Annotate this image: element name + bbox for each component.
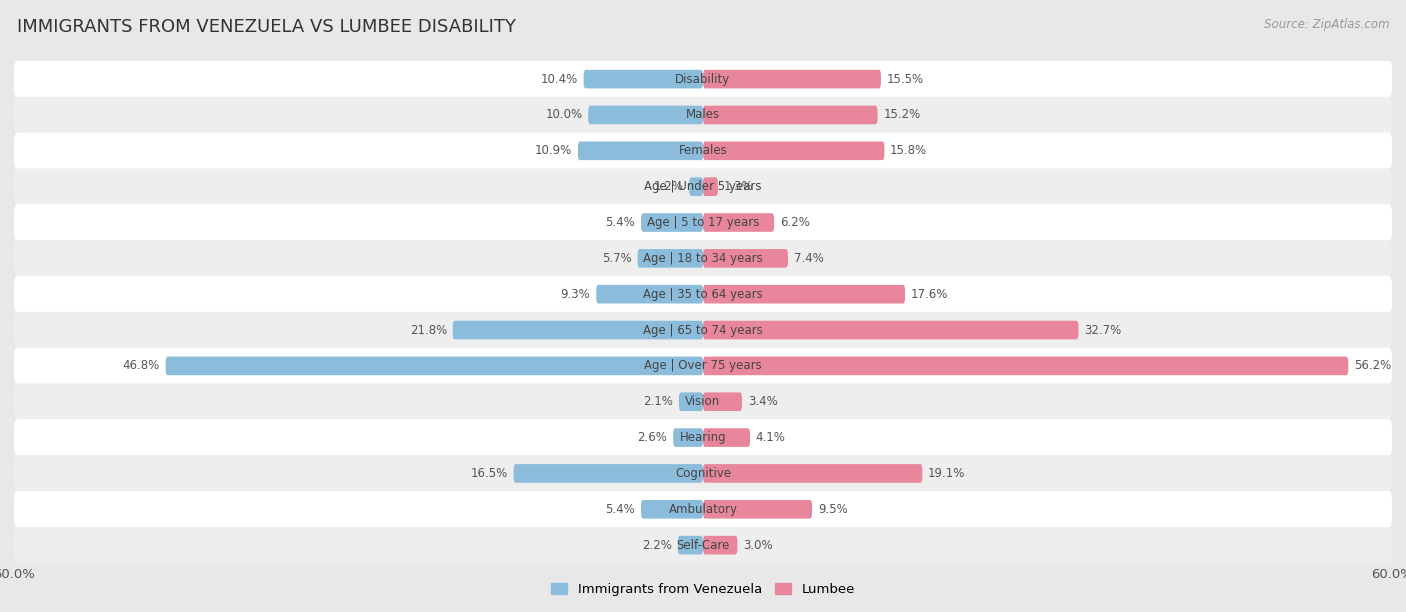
FancyBboxPatch shape <box>703 357 1348 375</box>
FancyBboxPatch shape <box>637 249 703 267</box>
Legend: Immigrants from Venezuela, Lumbee: Immigrants from Venezuela, Lumbee <box>546 578 860 602</box>
Text: Age | 18 to 34 years: Age | 18 to 34 years <box>643 252 763 265</box>
FancyBboxPatch shape <box>679 392 703 411</box>
Text: 19.1%: 19.1% <box>928 467 966 480</box>
Text: Age | 35 to 64 years: Age | 35 to 64 years <box>643 288 763 300</box>
Text: 2.1%: 2.1% <box>644 395 673 408</box>
FancyBboxPatch shape <box>14 240 1392 277</box>
FancyBboxPatch shape <box>14 419 1392 456</box>
Text: 56.2%: 56.2% <box>1354 359 1392 372</box>
Text: Vision: Vision <box>685 395 721 408</box>
FancyBboxPatch shape <box>14 204 1392 241</box>
FancyBboxPatch shape <box>14 491 1392 528</box>
FancyBboxPatch shape <box>588 106 703 124</box>
FancyBboxPatch shape <box>703 177 718 196</box>
Text: Age | 65 to 74 years: Age | 65 to 74 years <box>643 324 763 337</box>
Text: 2.2%: 2.2% <box>643 539 672 551</box>
Text: 17.6%: 17.6% <box>911 288 948 300</box>
Text: 4.1%: 4.1% <box>756 431 786 444</box>
FancyBboxPatch shape <box>689 177 703 196</box>
Text: 10.9%: 10.9% <box>534 144 572 157</box>
FancyBboxPatch shape <box>14 168 1392 205</box>
FancyBboxPatch shape <box>453 321 703 340</box>
Text: 15.5%: 15.5% <box>887 73 924 86</box>
FancyBboxPatch shape <box>703 536 738 554</box>
FancyBboxPatch shape <box>703 141 884 160</box>
FancyBboxPatch shape <box>641 500 703 518</box>
FancyBboxPatch shape <box>703 500 813 518</box>
FancyBboxPatch shape <box>703 464 922 483</box>
Text: Males: Males <box>686 108 720 121</box>
Text: Age | Over 75 years: Age | Over 75 years <box>644 359 762 372</box>
Text: 10.4%: 10.4% <box>540 73 578 86</box>
Text: 1.3%: 1.3% <box>724 180 754 193</box>
FancyBboxPatch shape <box>703 321 1078 340</box>
Text: Ambulatory: Ambulatory <box>668 503 738 516</box>
FancyBboxPatch shape <box>14 384 1392 420</box>
FancyBboxPatch shape <box>583 70 703 89</box>
Text: Age | 5 to 17 years: Age | 5 to 17 years <box>647 216 759 229</box>
FancyBboxPatch shape <box>703 428 749 447</box>
Text: 9.3%: 9.3% <box>561 288 591 300</box>
Text: 15.2%: 15.2% <box>883 108 921 121</box>
Text: Females: Females <box>679 144 727 157</box>
FancyBboxPatch shape <box>578 141 703 160</box>
Text: 5.7%: 5.7% <box>602 252 631 265</box>
Text: 5.4%: 5.4% <box>606 503 636 516</box>
Text: Cognitive: Cognitive <box>675 467 731 480</box>
Text: 9.5%: 9.5% <box>818 503 848 516</box>
FancyBboxPatch shape <box>14 455 1392 491</box>
FancyBboxPatch shape <box>703 249 787 267</box>
Text: 1.2%: 1.2% <box>654 180 683 193</box>
FancyBboxPatch shape <box>14 276 1392 313</box>
Text: Source: ZipAtlas.com: Source: ZipAtlas.com <box>1264 18 1389 31</box>
FancyBboxPatch shape <box>14 133 1392 169</box>
Text: 10.0%: 10.0% <box>546 108 582 121</box>
Text: IMMIGRANTS FROM VENEZUELA VS LUMBEE DISABILITY: IMMIGRANTS FROM VENEZUELA VS LUMBEE DISA… <box>17 18 516 36</box>
Text: 3.4%: 3.4% <box>748 395 778 408</box>
Text: 5.4%: 5.4% <box>606 216 636 229</box>
Text: 15.8%: 15.8% <box>890 144 928 157</box>
FancyBboxPatch shape <box>14 527 1392 564</box>
FancyBboxPatch shape <box>14 97 1392 133</box>
FancyBboxPatch shape <box>703 392 742 411</box>
Text: 2.6%: 2.6% <box>637 431 668 444</box>
FancyBboxPatch shape <box>596 285 703 304</box>
Text: 16.5%: 16.5% <box>471 467 508 480</box>
FancyBboxPatch shape <box>641 213 703 232</box>
FancyBboxPatch shape <box>703 285 905 304</box>
Text: 21.8%: 21.8% <box>409 324 447 337</box>
FancyBboxPatch shape <box>14 312 1392 348</box>
FancyBboxPatch shape <box>703 106 877 124</box>
Text: Disability: Disability <box>675 73 731 86</box>
FancyBboxPatch shape <box>513 464 703 483</box>
Text: Self-Care: Self-Care <box>676 539 730 551</box>
Text: Hearing: Hearing <box>679 431 727 444</box>
FancyBboxPatch shape <box>166 357 703 375</box>
FancyBboxPatch shape <box>703 70 882 89</box>
Text: 6.2%: 6.2% <box>780 216 810 229</box>
FancyBboxPatch shape <box>14 348 1392 384</box>
Text: 7.4%: 7.4% <box>794 252 824 265</box>
FancyBboxPatch shape <box>703 213 775 232</box>
Text: 32.7%: 32.7% <box>1084 324 1122 337</box>
FancyBboxPatch shape <box>678 536 703 554</box>
FancyBboxPatch shape <box>14 61 1392 97</box>
FancyBboxPatch shape <box>673 428 703 447</box>
Text: Age | Under 5 years: Age | Under 5 years <box>644 180 762 193</box>
Text: 3.0%: 3.0% <box>744 539 773 551</box>
Text: 46.8%: 46.8% <box>122 359 160 372</box>
